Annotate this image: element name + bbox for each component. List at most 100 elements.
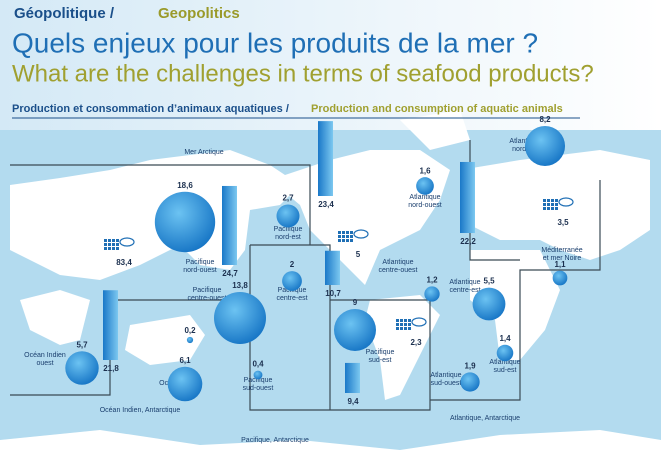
aquaculture-label: 2,3 <box>410 338 422 347</box>
consumption-bubble <box>282 271 302 291</box>
bubble-label: 9 <box>353 298 358 307</box>
zone-label: Atlantique, Antarctique <box>450 415 520 422</box>
zone-label: sud-est <box>494 367 517 374</box>
production-bar <box>460 161 475 233</box>
icon-cell <box>551 203 554 206</box>
icon-cell <box>400 319 403 322</box>
bubble-label: 5,5 <box>483 277 495 286</box>
zone-label: centre-est <box>276 295 307 302</box>
icon-cell <box>116 243 119 246</box>
zone-label: et mer Noire <box>543 255 582 262</box>
icon-cell <box>346 239 349 242</box>
icon-cell <box>400 323 403 326</box>
icon-cell <box>543 207 546 210</box>
bubble-label: 13,8 <box>232 281 248 290</box>
zone-label: Pacifique <box>186 259 215 266</box>
zone-label: Mer Arctique <box>184 149 223 156</box>
consumption-bubble <box>154 191 216 253</box>
bar-label: 9,4 <box>347 397 359 406</box>
production-bar <box>345 362 360 393</box>
bubble-label: 2,7 <box>282 194 294 203</box>
consumption-bubble <box>524 125 566 167</box>
icon-cell <box>338 235 341 238</box>
icon-cell <box>555 203 558 206</box>
section-label-en: Geopolitics <box>158 5 240 22</box>
icon-cell <box>396 327 399 330</box>
consumption-bubble <box>334 309 376 351</box>
aquaculture-label: 5 <box>356 250 361 259</box>
bubble-label: 1,2 <box>426 275 438 284</box>
zone-label: Pacifique <box>274 226 303 233</box>
icon-cell <box>108 239 111 242</box>
bar-label: 23,4 <box>318 200 334 209</box>
consumption-bubble <box>167 366 203 402</box>
icon-fish <box>558 197 574 207</box>
aquaculture-icon <box>543 197 574 210</box>
section-label: Géopolitique / <box>14 5 115 22</box>
zone-label: Atlantique <box>489 359 520 366</box>
production-bar <box>222 185 237 265</box>
bar-label: 24,7 <box>222 269 238 278</box>
icon-cell <box>342 235 345 238</box>
icon-fish <box>119 237 135 247</box>
icon-cell <box>338 239 341 242</box>
icon-cell <box>400 327 403 330</box>
icon-cell <box>547 203 550 206</box>
zone-label: sud-ouest <box>243 385 274 392</box>
bar-label: 21,8 <box>103 364 119 373</box>
icon-cell <box>112 243 115 246</box>
zone-label: Pacifique <box>366 349 395 356</box>
consumption-bubble <box>253 370 263 380</box>
icon-fish <box>411 317 427 327</box>
icon-cell <box>346 235 349 238</box>
icon-cell <box>543 203 546 206</box>
icon-cell <box>408 323 411 326</box>
zone-label: Atlantique <box>409 194 440 201</box>
bubble-label: 0,2 <box>184 326 196 335</box>
icon-cell <box>396 319 399 322</box>
bubble-label: 18,6 <box>177 181 193 190</box>
zone-label: sud-ouest <box>431 380 462 387</box>
icon-cell <box>346 231 349 234</box>
icon-cell <box>108 247 111 250</box>
consumption-bubble <box>496 344 514 362</box>
production-bar <box>325 250 340 285</box>
icon-fish <box>353 229 369 239</box>
zone-label: Océan Indien, Antarctique <box>100 407 181 414</box>
consumption-bubble <box>552 270 568 286</box>
zone-label: Atlantique <box>449 279 480 286</box>
zone-label: nord-ouest <box>183 267 217 274</box>
aquaculture-icon <box>104 237 135 250</box>
title: Quels enjeux pour les produits de la mer… <box>12 27 538 58</box>
consumption-bubble <box>472 287 506 321</box>
icon-cell <box>404 327 407 330</box>
consumption-bubble <box>276 204 300 228</box>
bar-label: 22,2 <box>460 237 476 246</box>
aquaculture-label: 83,4 <box>116 258 132 267</box>
icon-cell <box>396 323 399 326</box>
icon-cell <box>404 323 407 326</box>
icon-cell <box>350 239 353 242</box>
icon-cell <box>350 231 353 234</box>
icon-cell <box>112 247 115 250</box>
icon-cell <box>116 247 119 250</box>
consumption-bubble <box>416 177 434 195</box>
zone-label: nord-ouest <box>408 202 442 209</box>
zone-label: Atlantique <box>430 372 461 379</box>
consumption-bubble <box>186 336 194 344</box>
icon-cell <box>551 207 554 210</box>
aquaculture-icon <box>396 317 427 330</box>
icon-cell <box>404 319 407 322</box>
icon-cell <box>543 199 546 202</box>
heading-en: Production and consumption of aquatic an… <box>311 103 563 115</box>
icon-cell <box>104 243 107 246</box>
bubble-label: 0,4 <box>252 360 264 369</box>
subtitle: What are the challenges in terms of seaf… <box>12 60 594 87</box>
zone-label: Atlantique <box>509 138 540 145</box>
consumption-bubble <box>424 286 440 302</box>
zone-label: Pacifique <box>193 287 222 294</box>
zone-label: centre-est <box>449 287 480 294</box>
icon-cell <box>555 199 558 202</box>
icon-cell <box>116 239 119 242</box>
